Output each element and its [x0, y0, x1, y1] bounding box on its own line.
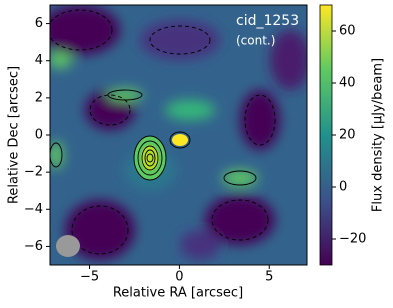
beam — [56, 235, 80, 257]
x-tick-label: 5 — [265, 270, 273, 285]
colorbar-tick-label: 40 — [339, 76, 356, 91]
colorbar-label: Flux density [μJy/beam] — [371, 58, 386, 212]
contours — [50, 9, 276, 255]
source-core — [141, 145, 159, 171]
y-tick-label: −2 — [24, 165, 43, 180]
x-axis-label: Relative RA [arcsec] — [113, 286, 243, 301]
y-tick-label: −4 — [24, 202, 43, 217]
colorbar — [319, 4, 333, 266]
colorbar-tick-label: 60 — [339, 24, 356, 39]
colorbar-tick-label: 20 — [339, 128, 356, 143]
y-tick-label: −6 — [24, 239, 43, 254]
map-image — [50, 5, 307, 265]
colorbar-tick-label: −20 — [339, 232, 366, 247]
annotation: cid_1253 — [236, 13, 299, 29]
x-tick-label: 0 — [175, 270, 183, 285]
y-tick-label: 6 — [35, 16, 43, 31]
x-tick-label: −5 — [80, 270, 99, 285]
source-secondary — [172, 134, 188, 146]
y-axis-label: Relative Dec [arcsec] — [7, 66, 22, 204]
colorbar-tick-label: 0 — [339, 180, 347, 195]
y-tick-label: 2 — [35, 90, 43, 105]
annotation: (cont.) — [236, 34, 275, 48]
y-tick-label: 4 — [35, 53, 43, 68]
y-tick-label: 0 — [35, 128, 43, 143]
